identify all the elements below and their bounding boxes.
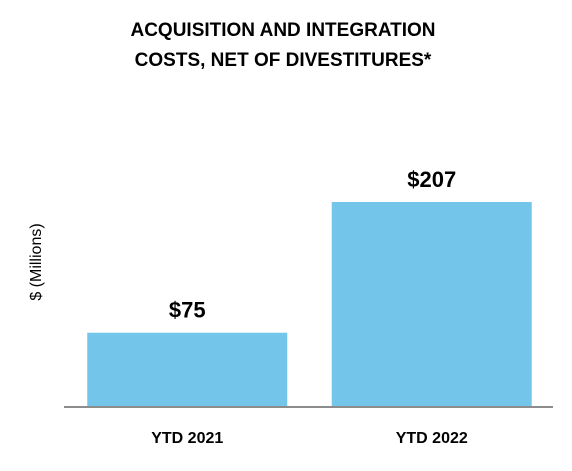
x-tick-label-ytd-2022: YTD 2022 (396, 430, 468, 447)
data-label-ytd-2022: $207 (407, 167, 456, 192)
y-axis-label: $ (Millions) (28, 223, 45, 300)
bar-ytd-2022 (331, 202, 532, 407)
bars-layer: $75 YTD 2021 $207 YTD 2022 (87, 167, 532, 447)
bar-ytd-2021 (87, 332, 288, 407)
chart-title-line-2: COSTS, NET OF DIVESTITURES* (135, 50, 432, 71)
data-label-ytd-2021: $75 (169, 298, 206, 323)
x-tick-label-ytd-2021: YTD 2021 (151, 430, 223, 447)
chart-title-line-1: ACQUISITION AND INTEGRATION (130, 20, 435, 41)
